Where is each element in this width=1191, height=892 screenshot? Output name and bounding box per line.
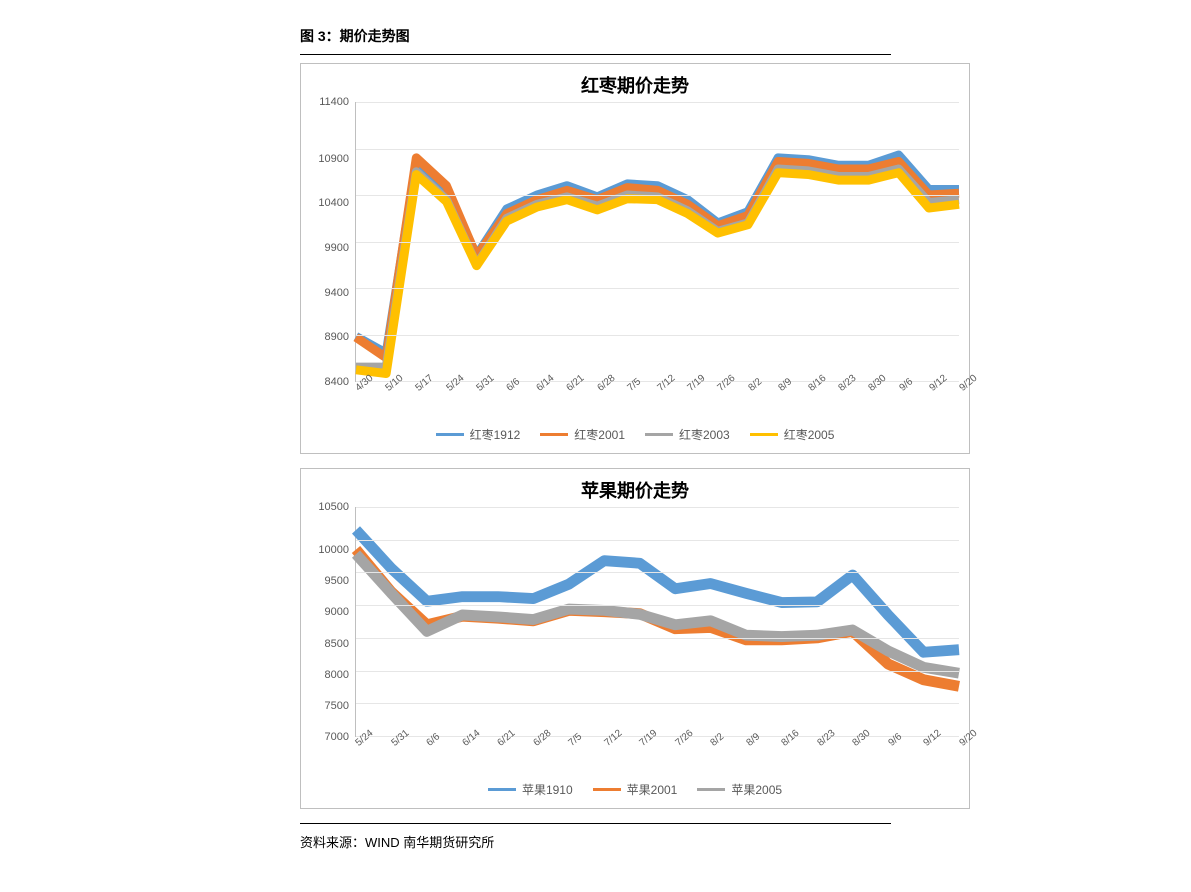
grid-line (356, 638, 959, 639)
grid-line (356, 703, 959, 704)
legend-item: 红枣2003 (645, 426, 730, 443)
legend-swatch (488, 788, 516, 791)
grid-line (356, 288, 959, 289)
y-tick-label: 10500 (301, 501, 355, 513)
chart1-title: 红枣期价走势 (301, 72, 969, 98)
y-tick-label: 8000 (301, 669, 355, 681)
grid-line (356, 605, 959, 606)
chart1-plot-area (355, 102, 959, 382)
y-tick-label: 10000 (301, 544, 355, 556)
y-tick-label: 9900 (301, 242, 355, 254)
grid-line (356, 102, 959, 103)
y-tick-label: 10400 (301, 197, 355, 209)
y-tick-label: 9000 (301, 606, 355, 618)
top-rule (300, 54, 891, 55)
chart2-legend: 苹果1910 苹果2001 苹果2005 (301, 777, 969, 808)
legend-label: 红枣2001 (574, 426, 625, 443)
legend-item: 红枣2001 (540, 426, 625, 443)
grid-line (356, 335, 959, 336)
legend-swatch (593, 788, 621, 791)
legend-label: 红枣1912 (470, 426, 521, 443)
grid-line (356, 572, 959, 573)
chart2-x-axis: 5/245/316/66/146/216/287/57/127/197/268/… (355, 737, 959, 777)
chart1-y-axis: 1140010900104009900940089008400 (301, 102, 355, 382)
chart2-title: 苹果期价走势 (301, 477, 969, 503)
y-tick-label: 10900 (301, 153, 355, 165)
chart2-lines (356, 507, 959, 736)
source-note: 资料来源：WIND 南华期货研究所 (300, 832, 1151, 851)
legend-swatch (750, 433, 778, 436)
legend-label: 红枣2005 (784, 426, 835, 443)
legend-item: 苹果1910 (488, 781, 573, 798)
grid-line (356, 195, 959, 196)
y-tick-label: 9400 (301, 287, 355, 299)
chart1-legend: 红枣1912 红枣2001 红枣2003 红枣2005 (301, 422, 969, 453)
series-line (356, 158, 959, 358)
y-tick-label: 11400 (301, 96, 355, 108)
legend-label: 苹果2001 (627, 781, 678, 798)
y-tick-label: 8500 (301, 638, 355, 650)
y-tick-label: 7000 (301, 731, 355, 743)
chart1-x-axis: 4/305/105/175/245/316/66/146/216/287/57/… (355, 382, 959, 422)
bottom-rule (300, 823, 891, 824)
y-tick-label: 8400 (301, 376, 355, 388)
chart2-plot-area (355, 507, 959, 737)
legend-label: 苹果2005 (731, 781, 782, 798)
y-tick-label: 9500 (301, 575, 355, 587)
grid-line (356, 540, 959, 541)
chart-apple-futures: 苹果期价走势 10500 10000 9500 9000 8500 8000 7500 700… (300, 468, 970, 809)
grid-line (356, 671, 959, 672)
legend-label: 苹果1910 (522, 781, 573, 798)
legend-swatch (697, 788, 725, 791)
figure-caption: 图 3：期价走势图 (300, 26, 1151, 46)
legend-label: 红枣2003 (679, 426, 730, 443)
legend-item: 苹果2001 (593, 781, 678, 798)
y-tick-label: 8900 (301, 331, 355, 343)
legend-item: 红枣2005 (750, 426, 835, 443)
legend-item: 红枣1912 (436, 426, 521, 443)
y-tick-label: 7500 (301, 700, 355, 712)
legend-swatch (436, 433, 464, 436)
legend-swatch (540, 433, 568, 436)
chart2-y-axis: 1050010000950090008500800075007000 (301, 507, 355, 737)
grid-line (356, 149, 959, 150)
grid-line (356, 242, 959, 243)
chart-jujube-futures: 红枣期价走势 11400 10900 10400 9900 9400 8900 8400 4… (300, 63, 970, 454)
grid-line (356, 507, 959, 508)
legend-swatch (645, 433, 673, 436)
series-line (356, 173, 959, 374)
legend-item: 苹果2005 (697, 781, 782, 798)
